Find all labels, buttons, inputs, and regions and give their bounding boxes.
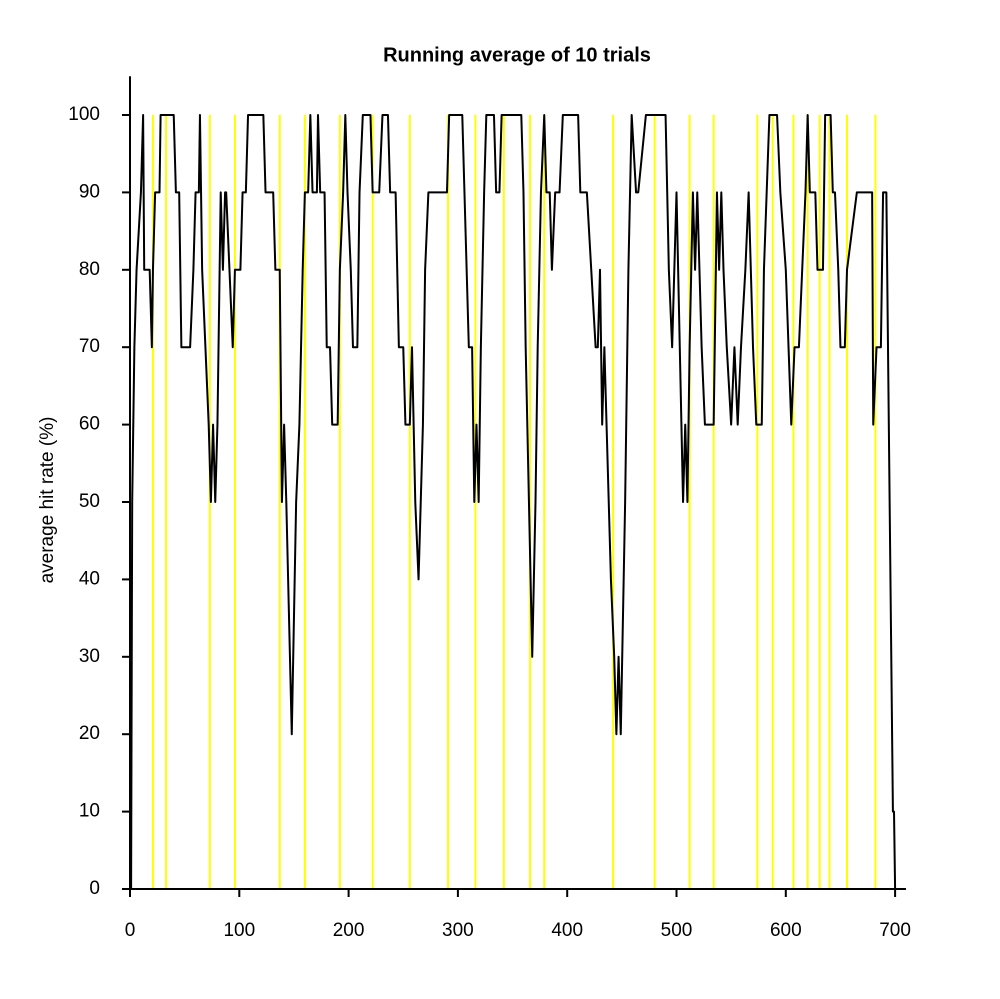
y-axis-label: average hit rate (%) [37, 417, 58, 584]
y-tick-label: 0 [89, 878, 100, 899]
x-tick-label: 100 [223, 920, 255, 941]
x-tick-label: 200 [333, 920, 365, 941]
data-line [130, 114, 897, 890]
y-tick-label: 100 [68, 104, 100, 125]
y-tick-label: 60 [79, 414, 100, 435]
chart-title: Running average of 10 trials [383, 44, 651, 66]
x-tick-label: 700 [879, 920, 911, 941]
y-tick-label: 80 [79, 259, 100, 280]
y-tick-label: 90 [79, 181, 100, 202]
x-tick-label: 0 [125, 920, 136, 941]
x-tick-label: 600 [770, 920, 802, 941]
x-tick-label: 400 [551, 920, 583, 941]
y-tick-label: 50 [79, 491, 100, 512]
y-tick-label: 10 [79, 801, 100, 822]
y-tick-label: 70 [79, 336, 100, 357]
y-tick-label: 40 [79, 568, 100, 589]
y-tick-label: 20 [79, 723, 100, 744]
x-tick-label: 300 [442, 920, 474, 941]
x-tick-label: 500 [661, 920, 693, 941]
y-tick-label: 30 [79, 646, 100, 667]
